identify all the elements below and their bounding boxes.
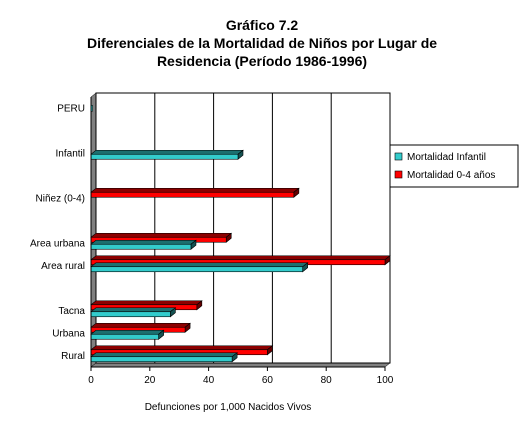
x-tick-label: 60 <box>262 375 274 386</box>
bar <box>90 187 300 198</box>
bar-top <box>90 322 191 328</box>
legend: Mortalidad Infantil Mortalidad 0-4 años <box>389 144 519 188</box>
legend-swatch <box>394 170 403 179</box>
bar <box>90 352 238 363</box>
bar-front <box>90 266 303 273</box>
category-label: Rural <box>61 351 85 362</box>
bar-front <box>90 356 233 363</box>
bar-front <box>90 191 295 198</box>
chart-title: Gráfico 7.2 Diferenciales de la Mortalid… <box>87 17 437 69</box>
category-label: Tacna <box>58 306 85 317</box>
chart-title-line-3: Residencia (Período 1986-1996) <box>157 53 367 69</box>
category-label: Niñez (0-4) <box>36 193 85 204</box>
bar-top <box>90 262 309 268</box>
bar <box>90 329 165 340</box>
bar-top <box>90 329 165 335</box>
bar-front <box>90 153 239 160</box>
category-label: PERU <box>57 103 85 114</box>
bar-top <box>90 239 197 245</box>
plot-area: PERU Infantil Niñez (0-4) Area urbana Area r… <box>30 92 394 386</box>
bar <box>90 255 391 266</box>
category-label: Area urbana <box>30 238 85 249</box>
chart-title-line-1: Gráfico 7.2 <box>226 17 299 33</box>
floor-wall <box>90 362 391 368</box>
x-tick-label: 100 <box>377 375 394 386</box>
bar-top <box>90 352 238 358</box>
legend-label: Mortalidad Infantil <box>407 152 486 163</box>
bar-top <box>90 307 177 313</box>
bar-top <box>90 255 391 261</box>
bar <box>90 239 197 250</box>
bar <box>90 345 274 356</box>
bar-front <box>90 243 192 250</box>
bar <box>90 262 309 273</box>
chart-title-line-2: Diferenciales de la Mortalidad de Niños … <box>87 35 437 51</box>
bar-top <box>90 187 300 193</box>
x-tick-label: 20 <box>144 375 156 386</box>
x-tick-label: 80 <box>321 375 333 386</box>
bar-top <box>90 345 274 351</box>
bar-top <box>90 149 244 155</box>
x-tick-label: 40 <box>203 375 215 386</box>
category-label: Infantil <box>56 148 85 159</box>
legend-box <box>389 144 519 188</box>
category-label: Area rural <box>41 261 85 272</box>
bar <box>90 232 233 243</box>
x-tick-label: 0 <box>88 375 94 386</box>
bar-front <box>90 333 159 340</box>
x-axis-title: Defunciones por 1,000 Nacidos Vivos <box>145 402 312 413</box>
legend-swatch <box>394 152 403 161</box>
category-label: Urbana <box>52 328 85 339</box>
bar-top <box>90 300 203 306</box>
legend-label: Mortalidad 0-4 años <box>407 170 495 181</box>
bar-front <box>90 311 171 318</box>
bar-top <box>90 232 233 238</box>
bar <box>90 149 244 160</box>
plot-background <box>95 92 391 364</box>
bar <box>90 307 177 318</box>
